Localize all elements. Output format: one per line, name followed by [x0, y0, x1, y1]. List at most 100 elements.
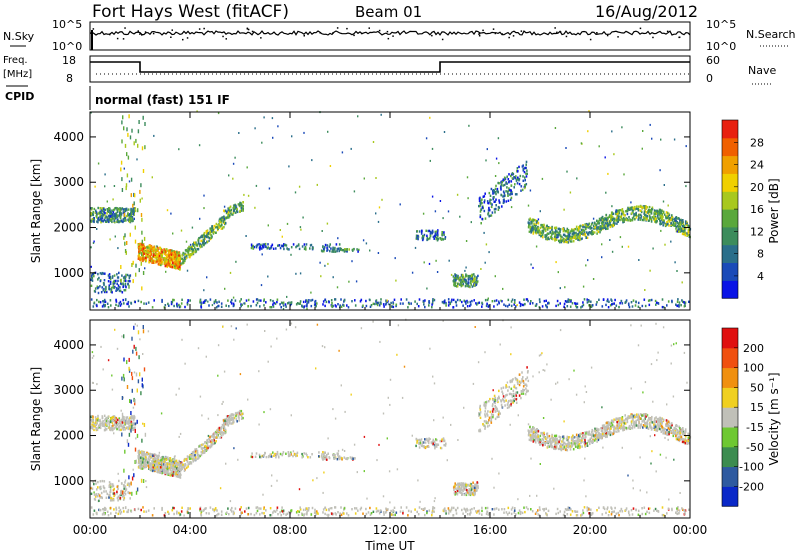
rti-cell: [325, 455, 327, 458]
rti-cell: [291, 135, 293, 138]
rti-cell: [233, 204, 235, 207]
rti-cell: [240, 412, 242, 415]
noise-search-point: [478, 35, 481, 37]
rti-cell: [277, 244, 279, 247]
rti-cell: [235, 414, 237, 418]
rti-cell: [665, 216, 667, 220]
rti-cell: [161, 458, 163, 462]
noise-search-point: [139, 33, 141, 35]
rti-cell: [662, 215, 664, 218]
rti-cell: [144, 122, 146, 126]
rti-cell: [598, 226, 601, 230]
rti-cell: [462, 482, 465, 485]
rti-cell: [120, 219, 123, 222]
rti-cell: [93, 217, 95, 220]
rti-cell: [323, 454, 325, 457]
rti-cell: [259, 248, 261, 251]
rti-cell: [111, 416, 113, 419]
rti-cell: [554, 237, 556, 241]
rti-cell: [337, 453, 339, 457]
rti-cell: [676, 220, 679, 224]
rti-cell: [576, 177, 578, 180]
rti-cell: [130, 417, 133, 420]
rti-cell: [450, 273, 453, 276]
rti-cell: [181, 467, 184, 470]
rti-cell: [675, 225, 678, 229]
rti-cell: [157, 262, 160, 266]
rti-cell: [216, 429, 218, 432]
rti-cell: [235, 260, 237, 263]
rti-cell: [329, 165, 332, 167]
rti-cell: [572, 229, 574, 232]
rti-cell: [439, 446, 442, 450]
rti-cell: [571, 232, 574, 236]
rti-cell: [206, 445, 209, 448]
rti-cell: [659, 216, 662, 220]
rti-cell: [645, 211, 647, 214]
noise-search-point: [353, 34, 355, 37]
rti-cell: [195, 451, 197, 454]
rti-cell: [427, 439, 429, 443]
rti-cell: [509, 198, 512, 201]
rti-cell: [575, 234, 578, 237]
rti-cell: [227, 415, 229, 418]
rti-cell: [152, 469, 154, 472]
rti-cell: [667, 300, 670, 303]
rti-cell: [422, 444, 424, 448]
rti-cell: [610, 223, 613, 227]
rti-cell: [246, 166, 248, 169]
rti-cell: [560, 239, 563, 242]
rti-cell: [175, 473, 177, 476]
rti-cell: [600, 227, 602, 230]
noise-search-point: [512, 35, 515, 37]
rti-cell: [643, 298, 646, 301]
rti-cell: [139, 198, 141, 203]
rti-cell: [563, 238, 566, 241]
rti-cell: [516, 169, 518, 173]
rti-cell: [575, 304, 577, 307]
rti-cell: [137, 299, 140, 303]
rti-cell: [148, 455, 150, 458]
rti-cell: [554, 228, 557, 231]
rti-cell: [108, 284, 111, 287]
rti-cell: [461, 278, 463, 282]
rti-cell: [322, 300, 325, 303]
rti-cell: [681, 224, 684, 228]
rti-cell: [121, 139, 123, 144]
rti-cell: [614, 298, 616, 302]
rti-cell: [437, 237, 439, 241]
rti-cell: [630, 212, 633, 215]
rti-cell: [476, 277, 478, 280]
rti-cell: [182, 251, 184, 255]
noise-search-point: [501, 33, 504, 35]
noise-search-point: [386, 30, 389, 33]
rti-cell: [175, 255, 177, 258]
rti-cell: [465, 240, 468, 242]
rti-cell: [563, 240, 565, 244]
rti-cell: [659, 169, 661, 172]
rti-cell: [279, 303, 281, 306]
rti-cell: [478, 199, 481, 202]
rti-cell: [247, 305, 249, 308]
rti-cell: [154, 255, 156, 259]
rti-cell: [113, 415, 116, 418]
rti-cell: [259, 455, 261, 459]
rti-cell: [688, 234, 690, 237]
rti-cell: [296, 302, 299, 305]
rti-cell: [475, 302, 477, 305]
rti-cell: [129, 217, 132, 221]
rti-cell: [531, 229, 533, 232]
rti-cell: [481, 206, 484, 209]
rti-cell: [255, 184, 258, 187]
rti-cell: [539, 300, 541, 304]
rti-cell: [656, 220, 658, 223]
rti-cell: [123, 126, 125, 131]
rti-cell: [148, 247, 150, 250]
rti-cell: [282, 307, 285, 310]
rti-cell: [164, 262, 167, 265]
rti-cell: [611, 217, 614, 220]
rti-cell: [331, 250, 333, 253]
rti-cell: [267, 246, 269, 249]
rti-cell: [206, 438, 208, 442]
